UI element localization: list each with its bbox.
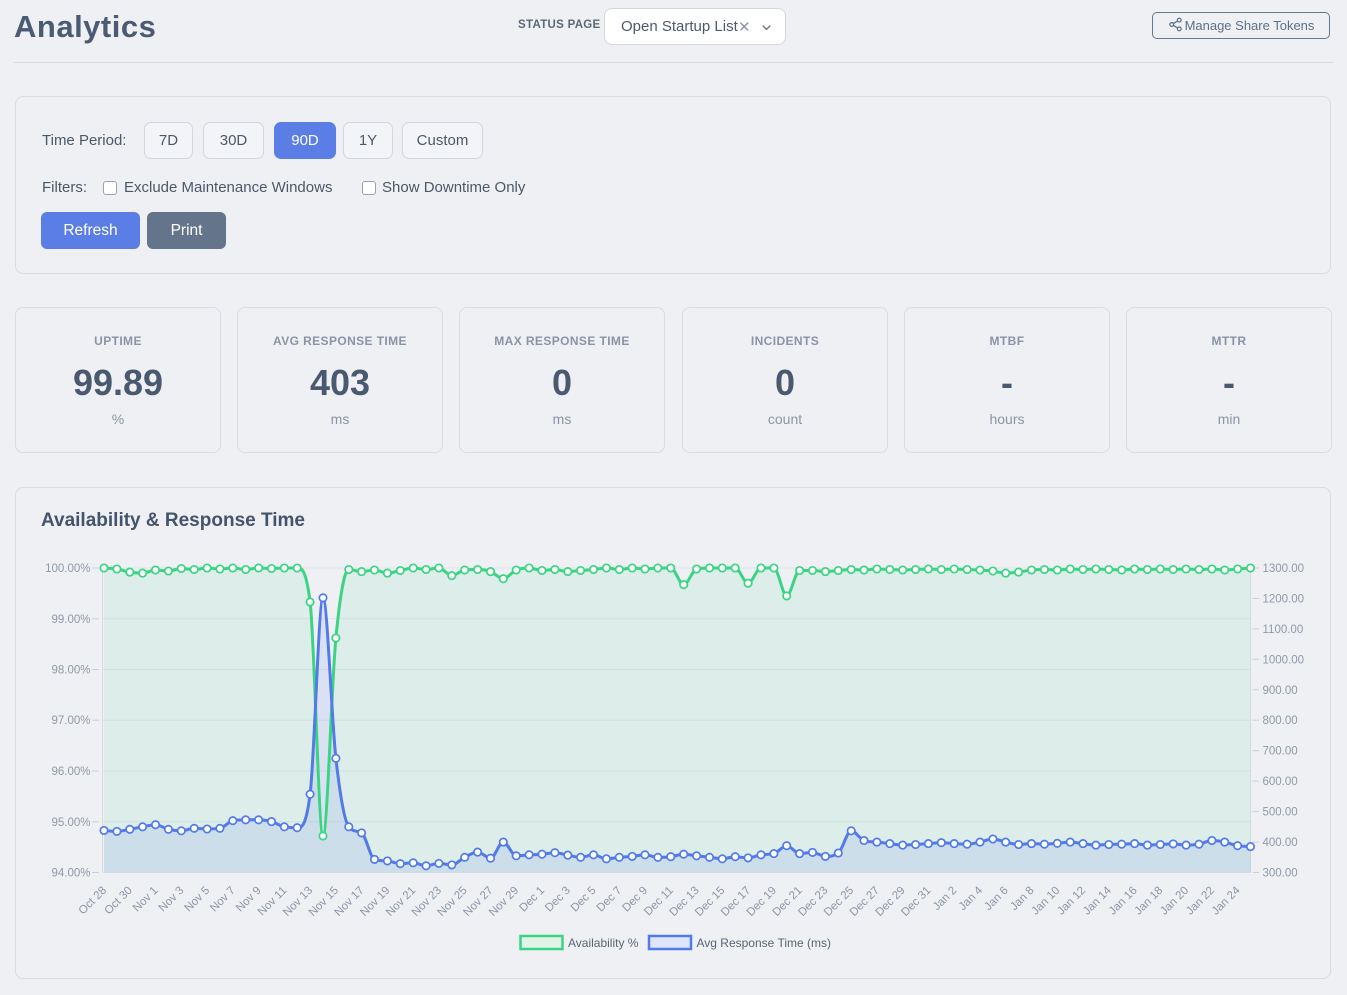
svg-text:Nov 1: Nov 1 [131,885,161,915]
svg-text:Oct 30: Oct 30 [102,885,134,917]
svg-text:1000.00: 1000.00 [1263,654,1305,666]
svg-text:1100.00: 1100.00 [1263,624,1304,636]
svg-text:800.00: 800.00 [1263,715,1298,727]
svg-text:Jan 6: Jan 6 [982,885,1010,913]
svg-text:700.00: 700.00 [1263,746,1298,758]
svg-text:96.00%: 96.00% [51,766,90,778]
svg-text:Dec 3: Dec 3 [543,885,573,915]
svg-text:900.00: 900.00 [1263,685,1298,697]
svg-text:Dec 7: Dec 7 [595,885,625,915]
svg-text:600.00: 600.00 [1263,776,1298,788]
svg-text:Nov 3: Nov 3 [157,885,187,915]
svg-text:Nov 5: Nov 5 [182,885,212,915]
svg-text:1200.00: 1200.00 [1263,594,1305,606]
svg-text:Jan 2: Jan 2 [931,885,959,913]
svg-text:Dec 5: Dec 5 [569,885,599,915]
svg-text:500.00: 500.00 [1263,807,1298,819]
svg-text:94.00%: 94.00% [51,868,90,880]
svg-text:97.00%: 97.00% [51,715,90,727]
svg-text:Avg Response Time (ms): Avg Response Time (ms) [697,936,832,950]
svg-text:Oct 28: Oct 28 [77,885,109,917]
svg-text:95.00%: 95.00% [51,817,90,829]
svg-text:400.00: 400.00 [1263,837,1298,849]
svg-text:Jan 4: Jan 4 [957,884,986,913]
svg-text:Jan 24: Jan 24 [1210,884,1243,917]
svg-text:Nov 7: Nov 7 [208,885,238,915]
svg-text:98.00%: 98.00% [51,665,90,677]
svg-text:Availability %: Availability % [568,936,639,950]
svg-text:300.00: 300.00 [1263,868,1298,880]
svg-text:99.00%: 99.00% [51,614,90,626]
svg-text:Dec 1: Dec 1 [517,885,547,915]
svg-text:1300.00: 1300.00 [1263,563,1305,575]
svg-text:100.00%: 100.00% [45,563,90,575]
